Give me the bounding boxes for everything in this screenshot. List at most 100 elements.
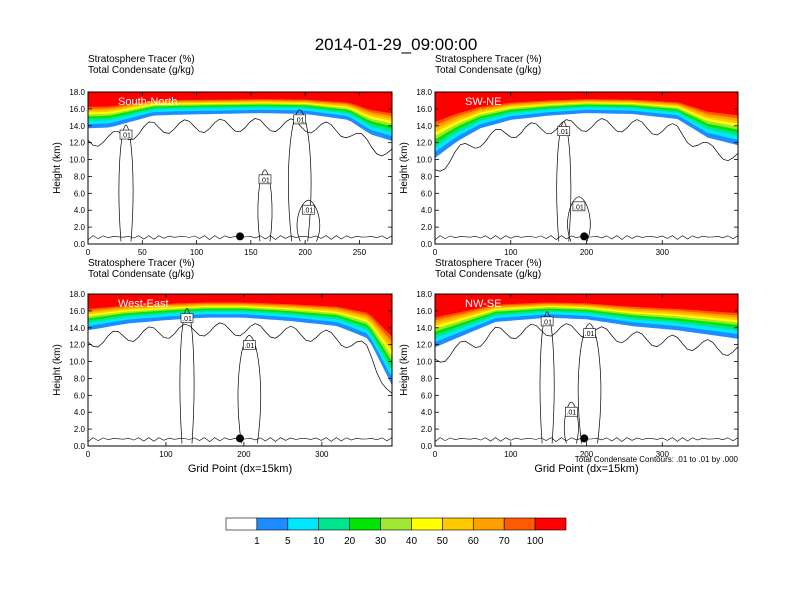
x-tick-label: 100 xyxy=(504,248,518,257)
y-tick-label: 12.0 xyxy=(69,341,85,350)
panel-south-north: Stratosphere Tracer (%)Total Condensate … xyxy=(52,54,393,257)
y-tick-label: 12.0 xyxy=(416,341,432,350)
x-axis-label: Grid Point (dx=15km) xyxy=(534,463,638,475)
y-tick-label: 4.0 xyxy=(74,408,86,417)
condensate-column xyxy=(118,124,134,242)
y-tick-label: 16.0 xyxy=(416,307,432,316)
colorbar-swatch xyxy=(349,517,381,531)
colorbar-swatch xyxy=(534,517,567,531)
y-axis-label: Height (km) xyxy=(52,344,63,396)
y-tick-label: 16.0 xyxy=(69,105,85,114)
figure-title: 2014-01-29_09:00:00 xyxy=(315,35,478,54)
contour-label-text: .01 xyxy=(295,117,305,124)
region-label: West-East xyxy=(118,298,169,310)
contour-label-text: .01 xyxy=(304,208,314,215)
y-axis-label: Height (km) xyxy=(399,344,410,396)
y-tick-label: 14.0 xyxy=(416,122,432,131)
panel-title-tracer: Stratosphere Tracer (%) xyxy=(435,54,542,65)
region-label: South-North xyxy=(118,96,177,108)
colorbar-label: 50 xyxy=(437,536,449,547)
contour-label: .01 xyxy=(557,126,571,136)
panels: Stratosphere Tracer (%)Total Condensate … xyxy=(52,54,739,475)
x-tick-label: 200 xyxy=(237,450,251,459)
contour-label: .01 xyxy=(119,129,133,140)
y-tick-label: 6.0 xyxy=(421,391,433,400)
contour-label: .01 xyxy=(565,406,578,417)
contour-label-text: .01 xyxy=(182,316,192,323)
contour-label-text: .01 xyxy=(574,204,584,211)
tracer-band-10 xyxy=(435,294,738,318)
contour-label: .01 xyxy=(180,313,194,323)
x-tick-label: 200 xyxy=(580,450,594,459)
y-tick-label: 16.0 xyxy=(416,105,432,114)
colorbar-swatch xyxy=(287,517,320,531)
x-tick-label: 100 xyxy=(504,450,518,459)
condensate-contour xyxy=(435,118,738,172)
condensate-contour xyxy=(88,322,392,394)
condensate-column xyxy=(257,169,273,242)
location-marker xyxy=(236,434,244,443)
contour-label-text: .01 xyxy=(121,133,131,140)
x-tick-label: 0 xyxy=(433,450,438,459)
x-tick-label: 150 xyxy=(244,248,258,257)
colorbar-label: 10 xyxy=(313,536,325,547)
y-tick-label: 6.0 xyxy=(74,189,86,198)
x-tick-label: 50 xyxy=(138,248,147,257)
x-axis-label: Grid Point (dx=15km) xyxy=(188,463,292,475)
condensate-column xyxy=(288,109,312,242)
colorbar-swatch xyxy=(411,517,443,531)
contour-label-box xyxy=(565,406,578,417)
contour-label-box xyxy=(180,313,194,323)
y-tick-label: 6.0 xyxy=(74,391,86,400)
contour-label-text: .01 xyxy=(244,343,254,350)
panel-title-tracer: Stratosphere Tracer (%) xyxy=(435,258,542,269)
y-tick-label: 18.0 xyxy=(416,290,432,299)
x-tick-label: 200 xyxy=(298,248,312,257)
contour-label: .01 xyxy=(293,114,307,124)
y-tick-label: 2.0 xyxy=(421,425,433,434)
colorbar-swatch xyxy=(318,517,350,531)
location-marker xyxy=(580,232,589,241)
x-tick-label: 300 xyxy=(656,450,670,459)
y-tick-label: 8.0 xyxy=(74,172,86,181)
colorbar-swatch xyxy=(225,517,258,531)
y-tick-label: 10.0 xyxy=(69,358,85,367)
tracer-band-9 xyxy=(88,294,392,342)
contour-label: .01 xyxy=(540,316,554,327)
contour-label-box xyxy=(540,316,554,327)
panel-west-east: Stratosphere Tracer (%)Total Condensate … xyxy=(52,258,393,475)
panel-title-tracer: Stratosphere Tracer (%) xyxy=(88,258,195,269)
y-tick-label: 10.0 xyxy=(416,358,432,367)
y-tick-label: 4.0 xyxy=(421,408,433,417)
colorbar-swatch xyxy=(256,517,289,531)
colorbar-label: 60 xyxy=(468,536,480,547)
plot-frame xyxy=(87,293,393,447)
y-tick-label: 0.0 xyxy=(74,442,86,451)
colorbar-label: 30 xyxy=(375,536,387,547)
panel-title-condensate: Total Condensate (g/kg) xyxy=(88,65,194,76)
y-tick-label: 0.0 xyxy=(421,442,433,451)
y-tick-label: 2.0 xyxy=(74,425,86,434)
tracer-band-10 xyxy=(88,92,392,114)
colorbar-label: 20 xyxy=(344,536,356,547)
contour-label: .01 xyxy=(243,340,256,350)
location-marker xyxy=(580,434,589,443)
panel-title-tracer: Stratosphere Tracer (%) xyxy=(88,54,195,65)
panel-title-condensate: Total Condensate (g/kg) xyxy=(88,269,194,280)
condensate-column xyxy=(237,335,262,444)
y-tick-label: 0.0 xyxy=(421,240,433,249)
contour-label-text: .01 xyxy=(559,129,569,136)
contour-label: .01 xyxy=(583,328,596,338)
y-tick-label: 6.0 xyxy=(421,189,433,198)
panel-nw-se: Stratosphere Tracer (%)Total Condensate … xyxy=(399,258,739,475)
plot-frame xyxy=(87,91,393,245)
x-tick-label: 300 xyxy=(315,450,329,459)
y-tick-label: 12.0 xyxy=(416,139,432,148)
y-tick-label: 10.0 xyxy=(69,156,85,165)
colorbar-swatch xyxy=(472,517,505,531)
contour-label-box xyxy=(557,126,571,136)
x-tick-label: 100 xyxy=(190,248,204,257)
contour-label-box xyxy=(258,174,272,185)
condensate-column xyxy=(567,196,591,242)
